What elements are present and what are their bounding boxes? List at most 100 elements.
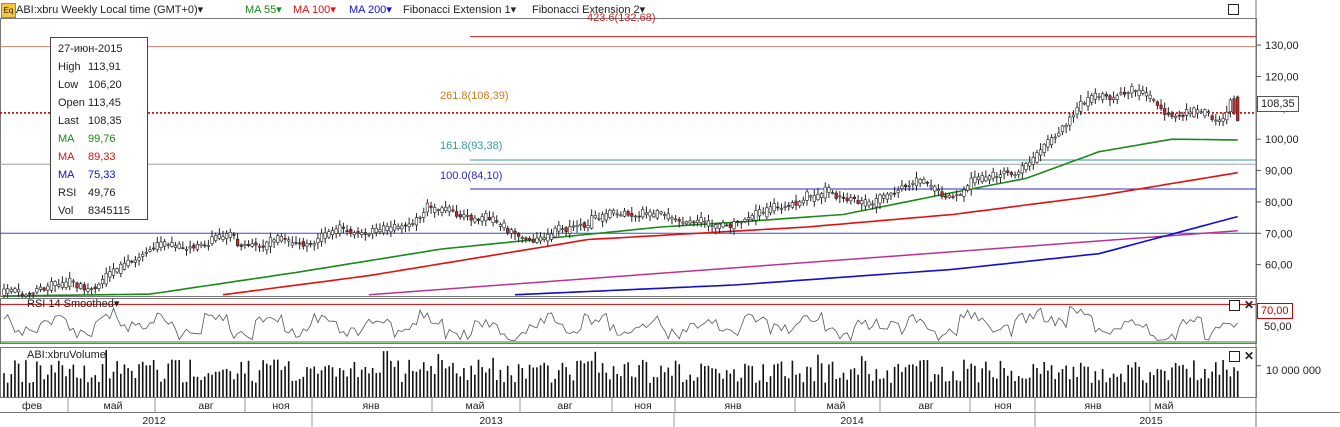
candle-body [903,184,908,188]
eq-icon[interactable]: Eq [1,3,16,18]
data-window-value: 99,76 [88,133,116,145]
candle-body [454,211,459,217]
candle-body [509,229,513,234]
candle-body [743,219,747,222]
data-window-value: 113,91 [88,61,121,73]
candle-body [652,213,656,218]
candle-body [659,211,663,214]
x-month-label: авг [557,400,572,412]
candle-body [155,242,159,250]
data-window-key: Last [58,115,79,127]
candle-body [535,237,539,243]
data-window-key: MA [58,169,75,181]
candle-body [374,227,378,233]
candle-body [564,227,568,233]
candle-body [965,185,970,191]
candle-body [144,251,148,254]
maximize-icon[interactable] [1228,4,1239,15]
candle-body [1188,111,1192,115]
candle-body [579,223,583,226]
candle-body [925,181,930,184]
volume-frame [0,347,1257,398]
candle-body [469,214,473,221]
data-window-value: 75,33 [88,169,116,181]
ma200-menu[interactable]: MA 200▾ [349,4,392,16]
rsi-menu[interactable]: RSI 14 Smoothed▾ [27,298,120,310]
candle-body [798,201,802,207]
fib2-label: Fibonacci Extension 2 [532,4,640,16]
candle-body [330,229,335,235]
candle-body [641,209,645,218]
fib1-menu[interactable]: Fibonacci Extension 1▾ [403,4,517,16]
candle-body [845,197,849,201]
volume-close-icon[interactable]: ✕ [1244,349,1255,363]
candle-body [403,224,408,227]
candle-body [1060,125,1065,133]
data-window-row: MA 75,33 [58,166,116,184]
candle-body [341,226,346,229]
ma200-line [514,215,1238,296]
candle-body [152,247,156,250]
candle-body [827,187,831,193]
data-window-row: Last 108,35 [58,112,122,130]
candle-body [1203,109,1207,117]
candle-body [1166,112,1170,115]
candle-body [9,289,13,292]
candle-body [53,281,57,286]
candle-body [13,288,17,293]
candle-body [301,241,305,247]
candle-body [951,196,955,198]
candle-body [608,209,612,218]
candle-body [1192,107,1196,118]
y-tick-label: 130,00 [1265,40,1299,52]
candle-body [407,223,411,227]
data-window-value: 27-июн-2015 [58,43,123,55]
candle-body [896,189,900,193]
symbol-label: ABI:xbru Weekly Local time (GMT+0) [16,4,198,16]
rsi-frame [0,298,1257,344]
candle-body [265,241,269,251]
volume-maximize-icon[interactable] [1229,351,1240,362]
candle-body [1039,149,1043,156]
rsi-panel [0,298,1257,344]
ma100-menu[interactable]: MA 100▾ [293,4,336,16]
symbol-menu[interactable]: ABI:xbru Weekly Local time (GMT+0)▾ [16,4,204,16]
candle-body [1155,101,1159,106]
candle-body [418,217,422,219]
rsi-close-icon[interactable]: ✕ [1244,298,1255,312]
candle-body [100,279,105,285]
candle-body [1064,124,1068,128]
candle-body [688,220,692,224]
x-month-label: май [466,400,485,412]
candle-body [717,223,721,229]
candle-body [874,198,878,208]
candle-body [768,206,773,214]
candle-body [257,245,262,248]
fib2-menu[interactable]: Fibonacci Extension 2▾ [532,4,646,16]
candle-body [856,200,860,204]
candle-body [422,212,426,218]
ma100-label: MA 100 [293,4,331,16]
ma55-menu[interactable]: MA 55▾ [245,4,282,16]
candle-body [1163,108,1167,115]
candle-body [1144,92,1149,97]
candle-body [892,192,897,195]
candle-body [955,194,959,197]
candle-body [1075,107,1079,115]
rsi-maximize-icon[interactable] [1229,300,1240,311]
fib-261-label: 261.8(108,39) [440,90,509,102]
candle-body [433,207,437,213]
candle-body [681,221,685,224]
candle-body [462,214,466,218]
candle-body [644,212,648,215]
candle-body [900,185,904,189]
candle-body [64,281,68,288]
candle-body [973,176,977,184]
candle-body [597,218,601,220]
candle-body [889,192,893,196]
candle-body [206,245,211,247]
candle-body [210,236,214,244]
candle-body [699,217,703,224]
candle-body [677,219,681,222]
